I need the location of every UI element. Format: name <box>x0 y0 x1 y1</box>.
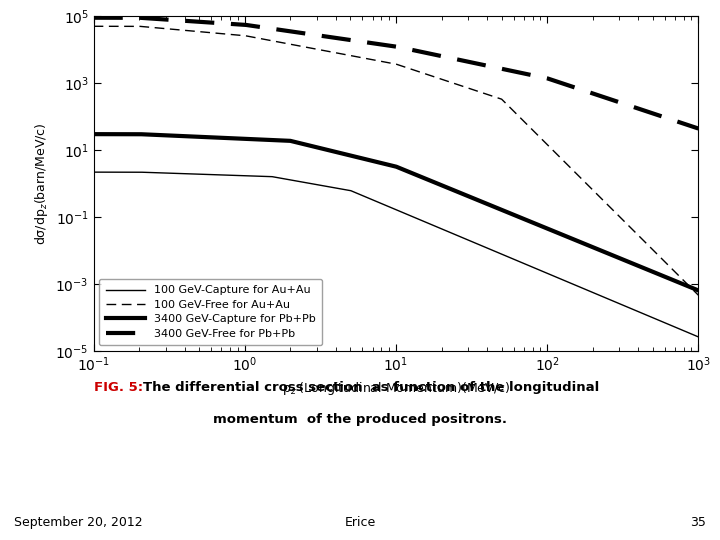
3400 GeV-Capture for Pb+Pb <box>505 210 513 216</box>
Line: 3400 GeV-Capture for Pb+Pb: 3400 GeV-Capture for Pb+Pb <box>94 134 698 291</box>
3400 GeV-Free for Pb+Pb <box>505 67 513 73</box>
X-axis label: p$_z$ (Longitudinal Momentum)(MeV/c): p$_z$ (Longitudinal Momentum)(MeV/c) <box>282 380 510 397</box>
3400 GeV-Free for Pb+Pb <box>151 16 160 22</box>
3400 GeV-Free for Pb+Pb <box>356 38 364 45</box>
Line: 100 GeV-Capture for Au+Au: 100 GeV-Capture for Au+Au <box>94 172 698 337</box>
100 GeV-Capture for Au+Au <box>89 169 98 176</box>
3400 GeV-Free for Pb+Pb <box>694 125 703 132</box>
100 GeV-Free for Au+Au <box>334 50 343 57</box>
3400 GeV-Capture for Pb+Pb <box>89 131 98 137</box>
100 GeV-Free for Au+Au <box>89 23 98 30</box>
Text: momentum  of the produced positrons.: momentum of the produced positrons. <box>213 413 507 426</box>
100 GeV-Capture for Au+Au <box>572 282 580 289</box>
100 GeV-Capture for Au+Au <box>356 191 364 198</box>
Legend: 100 GeV-Capture for Au+Au, 100 GeV-Free for Au+Au, 3400 GeV-Capture for Pb+Pb, 3: 100 GeV-Capture for Au+Au, 100 GeV-Free … <box>99 279 322 346</box>
Text: The differential cross section  as function of the longitudinal: The differential cross section as functi… <box>143 381 599 394</box>
Text: FIG. 5:: FIG. 5: <box>94 381 148 394</box>
Line: 100 GeV-Free for Au+Au: 100 GeV-Free for Au+Au <box>94 26 698 295</box>
3400 GeV-Free for Pb+Pb <box>572 85 580 91</box>
Text: September 20, 2012: September 20, 2012 <box>14 516 143 529</box>
Y-axis label: dσ/dp$_z$(barn/MeV/c): dσ/dp$_z$(barn/MeV/c) <box>33 122 50 245</box>
100 GeV-Free for Au+Au <box>694 292 703 299</box>
3400 GeV-Capture for Pb+Pb <box>356 154 364 161</box>
Text: Erice: Erice <box>344 516 376 529</box>
3400 GeV-Capture for Pb+Pb <box>561 233 570 239</box>
Line: 3400 GeV-Free for Pb+Pb: 3400 GeV-Free for Pb+Pb <box>94 18 698 129</box>
100 GeV-Free for Au+Au <box>561 159 570 166</box>
100 GeV-Free for Au+Au <box>151 24 160 31</box>
100 GeV-Capture for Au+Au <box>694 334 703 340</box>
3400 GeV-Free for Pb+Pb <box>561 81 570 87</box>
100 GeV-Capture for Au+Au <box>505 254 513 260</box>
100 GeV-Free for Au+Au <box>505 103 513 110</box>
3400 GeV-Free for Pb+Pb <box>89 15 98 21</box>
3400 GeV-Free for Pb+Pb <box>334 35 343 42</box>
100 GeV-Capture for Au+Au <box>334 185 343 192</box>
3400 GeV-Capture for Pb+Pb <box>572 237 580 244</box>
100 GeV-Free for Au+Au <box>356 54 364 60</box>
3400 GeV-Capture for Pb+Pb <box>334 149 343 156</box>
3400 GeV-Capture for Pb+Pb <box>151 132 160 138</box>
100 GeV-Free for Au+Au <box>572 170 580 177</box>
3400 GeV-Capture for Pb+Pb <box>694 287 703 294</box>
100 GeV-Capture for Au+Au <box>561 278 570 284</box>
100 GeV-Capture for Au+Au <box>151 170 160 176</box>
Text: 35: 35 <box>690 516 706 529</box>
